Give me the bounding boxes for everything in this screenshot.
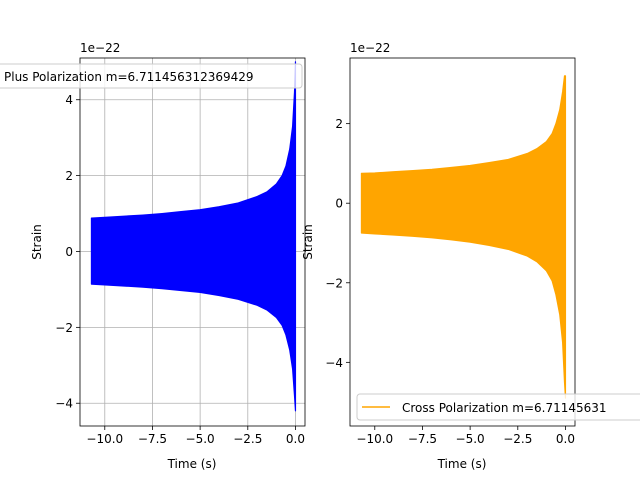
legend-entry-plus: Plus Polarization m=6.711456312369429 (4, 70, 254, 84)
y-tick-label: 0 (65, 245, 73, 259)
x-axis-label: Time (s) (167, 457, 217, 471)
y-ticks: −4 −2 0 2 4 (55, 93, 80, 411)
y-offset-text: 1e−22 (350, 41, 390, 55)
x-tick-label: −5.0 (186, 432, 215, 446)
x-tick-label: −7.5 (408, 432, 437, 446)
y-axis-label: Strain (30, 224, 44, 260)
plot-data (360, 75, 567, 399)
y-ticks: −4 −2 0 2 (325, 117, 350, 370)
x-tick-label: −10.0 (356, 432, 393, 446)
y-tick-label: 4 (65, 93, 73, 107)
axes-frame (349, 57, 576, 427)
x-tick-label: −5.0 (456, 432, 485, 446)
x-tick-label: 0.0 (286, 432, 305, 446)
legend: Plus Polarization m=6.711456312369429 (0, 63, 303, 89)
x-ticks: −10.0 −7.5 −5.0 −2.5 0.0 (86, 426, 305, 446)
y-tick-label: −2 (55, 321, 73, 335)
y-tick-label: −4 (55, 397, 73, 411)
legend-box (356, 393, 640, 421)
y-tick-label: 0 (335, 197, 343, 211)
x-tick-label: −2.5 (233, 432, 262, 446)
plus-polarization-axes: −10.0 −7.5 −5.0 −2.5 0.0 −4 −2 0 2 4 Time (s) St… (0, 41, 306, 471)
x-tick-label: 0.0 (556, 432, 575, 446)
waveform-series (360, 75, 567, 399)
plot-data (90, 61, 297, 412)
y-offset-text: 1e−22 (80, 41, 120, 55)
y-tick-label: −4 (325, 356, 343, 370)
y-tick-label: 2 (65, 169, 73, 183)
x-axis-label: Time (s) (437, 457, 487, 471)
legend-box (0, 63, 303, 89)
legend-entry-cross: Cross Polarization m=6.71145631 (402, 401, 607, 415)
waveform-series (90, 61, 297, 412)
x-tick-label: −2.5 (503, 432, 532, 446)
y-tick-label: 2 (335, 117, 343, 131)
cross-polarization-axes: −10.0 −7.5 −5.0 −2.5 0.0 −4 −2 0 2 Time (s) Str… (301, 41, 640, 471)
y-tick-label: −2 (325, 276, 343, 290)
y-axis-label: Strain (301, 224, 315, 260)
x-tick-label: −10.0 (86, 432, 123, 446)
x-ticks: −10.0 −7.5 −5.0 −2.5 0.0 (356, 426, 575, 446)
legend: Cross Polarization m=6.71145631 (356, 393, 640, 421)
x-tick-label: −7.5 (138, 432, 167, 446)
axes-frame (79, 57, 306, 427)
